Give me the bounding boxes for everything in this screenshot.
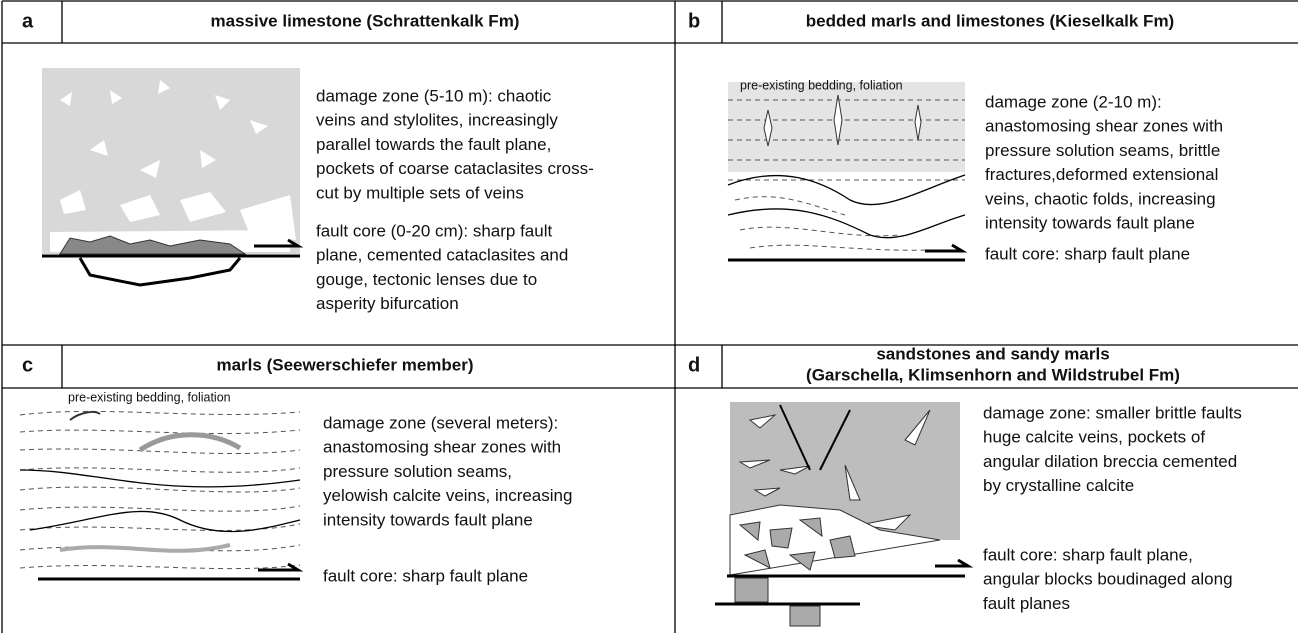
fault-core-text: fault core (0-20 cm): sharp fault: [316, 221, 552, 240]
fault-core-text: asperity bifurcation: [316, 294, 459, 313]
damage-zone-text: parallel towards the fault plane,: [316, 135, 551, 154]
damage-zone-text: intensity towards fault plane: [985, 213, 1195, 232]
fault-core-text: plane, cemented cataclasites and: [316, 246, 568, 265]
damage-zone-text: by crystalline calcite: [983, 476, 1134, 495]
damage-zone-text: cut by multiple sets of veins: [316, 183, 524, 202]
sketch-a: [42, 68, 300, 285]
fault-core-text: gouge, tectonic lenses due to: [316, 270, 537, 289]
damage-zone-text: yelowish calcite veins, increasing: [323, 486, 572, 505]
damage-zone-text: damage zone (5-10 m): chaotic: [316, 86, 552, 105]
panel-title: massive limestone (Schrattenkalk Fm): [211, 11, 520, 30]
sketch-b: [728, 82, 965, 260]
panel-label: d: [688, 354, 700, 376]
panel-title: sandstones and sandy marls: [876, 344, 1109, 363]
panel-label: b: [688, 10, 700, 32]
damage-zone-text: pressure solution seams,: [323, 462, 512, 481]
fault-core-text: fault core: sharp fault plane: [323, 566, 528, 585]
fault-core-text: fault planes: [983, 594, 1070, 613]
panel-label: a: [22, 10, 34, 32]
damage-zone-text: intensity towards fault plane: [323, 510, 533, 529]
fault-core-text: angular blocks boudinaged along: [983, 570, 1233, 589]
damage-zone-text: fractures,deformed extensional: [985, 165, 1218, 184]
figure: a massive limestone (Schrattenkalk Fm) dam…: [0, 0, 1298, 633]
damage-zone-text: pressure solution seams, brittle: [985, 141, 1220, 160]
damage-zone-text: veins and stylolites, increasingly: [316, 111, 558, 130]
panel-title: marls (Seewerschiefer member): [216, 355, 473, 374]
annotation: pre-existing bedding, foliation: [68, 390, 231, 404]
damage-zone-text: veins, chaotic folds, increasing: [985, 189, 1216, 208]
damage-zone-text: damage zone (several meters):: [323, 413, 558, 432]
damage-zone-text: angular dilation breccia cemented: [983, 452, 1237, 471]
panel-title: (Garschella, Klimsenhorn and Wildstrubel…: [806, 365, 1180, 384]
damage-zone-text: damage zone: smaller brittle faults: [983, 403, 1242, 422]
panel-title: bedded marls and limestones (Kieselkalk …: [806, 11, 1174, 30]
damage-zone-text: damage zone (2-10 m):: [985, 92, 1162, 111]
damage-zone-text: anastomosing shear zones with: [323, 438, 561, 457]
damage-zone-text: huge calcite veins, pockets of: [983, 428, 1205, 447]
damage-zone-text: anastomosing shear zones with: [985, 117, 1223, 136]
annotation: pre-existing bedding, foliation: [740, 78, 903, 92]
sketch-c: [20, 411, 300, 579]
fault-core-text: fault core: sharp fault plane: [985, 244, 1190, 263]
fault-core-text: fault core: sharp fault plane,: [983, 545, 1193, 564]
sketch-d: [715, 402, 968, 626]
panel-label: c: [22, 354, 33, 376]
damage-zone-text: pockets of coarse cataclasites cross-: [316, 159, 594, 178]
